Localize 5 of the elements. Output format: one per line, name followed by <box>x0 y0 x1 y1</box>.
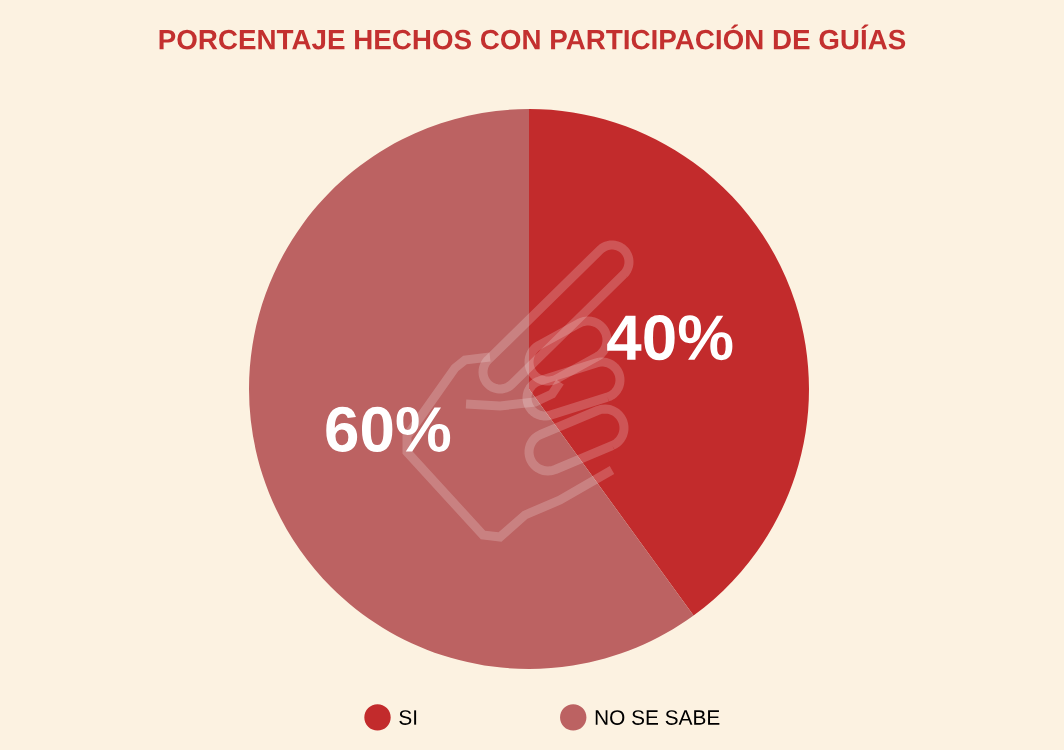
legend-label: NO SE SABE <box>595 710 720 725</box>
legend-label: SI <box>399 710 417 725</box>
data-label: 40% <box>607 315 733 361</box>
chart-title: PORCENTAJE HECHOS CON PARTICIPACIÓN DE GUÍAS <box>159 24 906 50</box>
data-label: 60% <box>326 406 451 453</box>
